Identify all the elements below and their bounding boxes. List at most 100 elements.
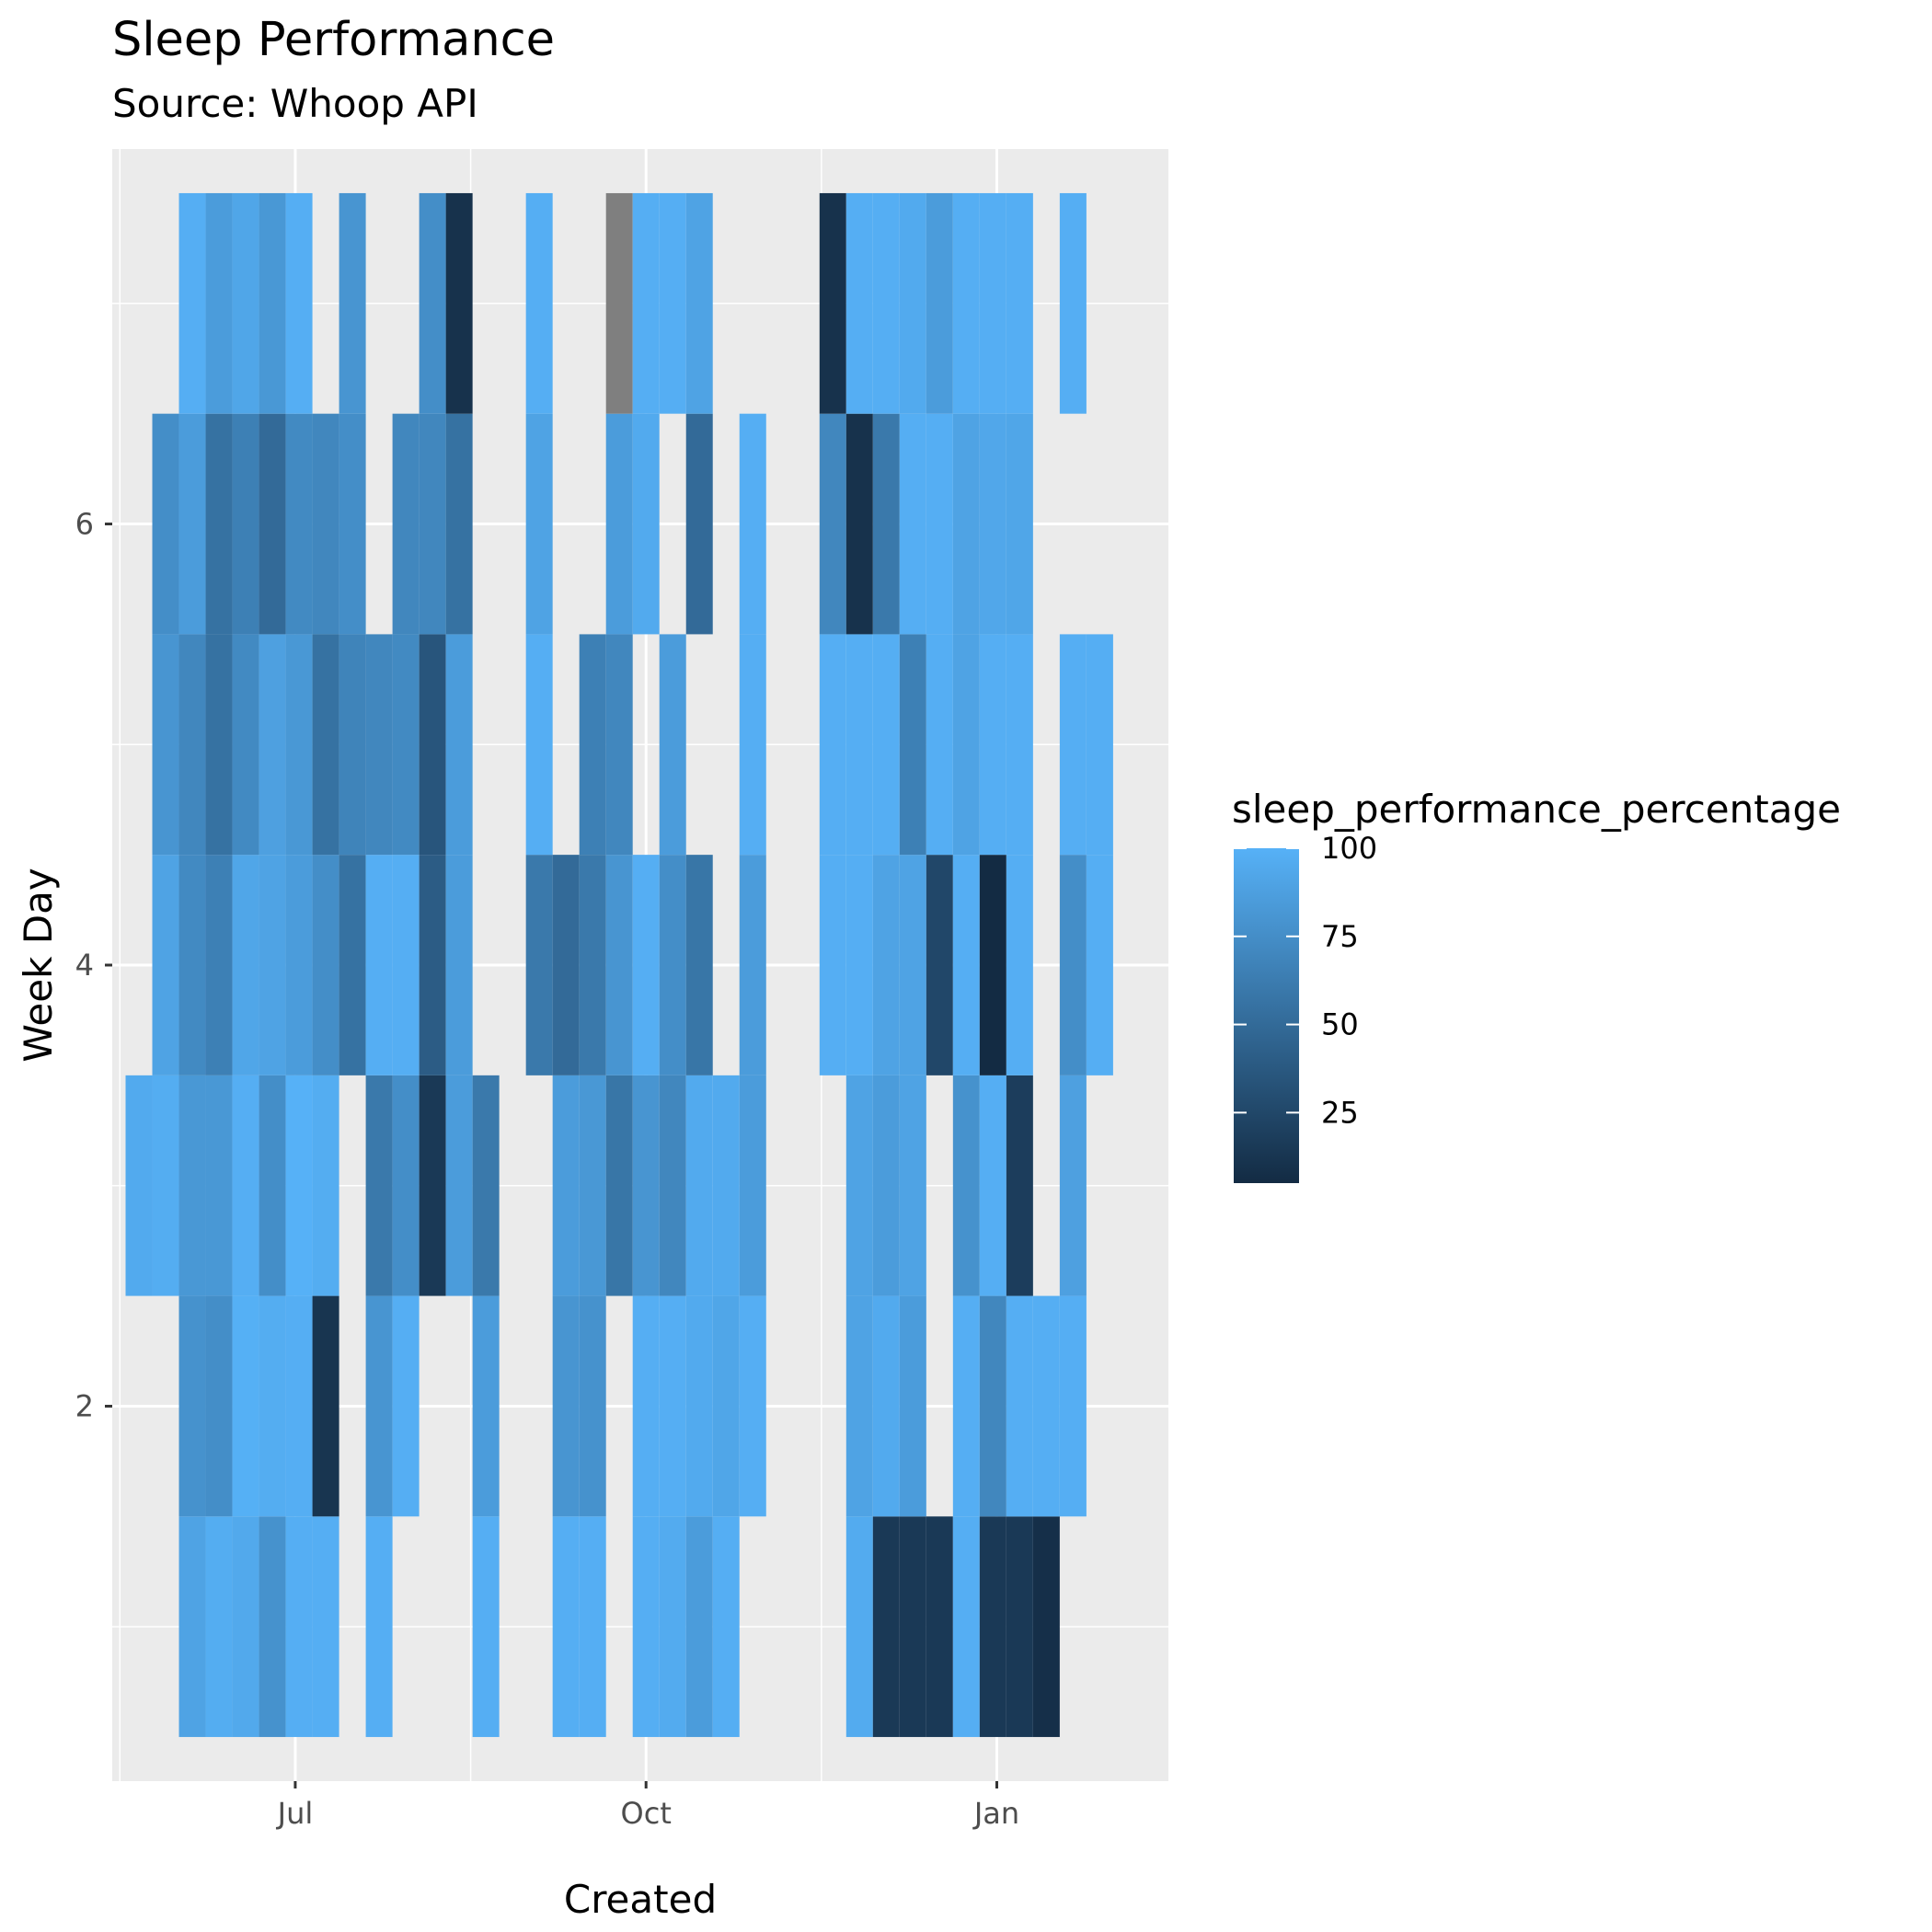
heatmap-tile [312, 855, 339, 1075]
heatmap-tile [979, 1516, 1006, 1738]
heatmap-tile [232, 855, 259, 1075]
heatmap-tile [659, 1295, 686, 1517]
heatmap-tile [445, 192, 473, 414]
heatmap-tile [632, 1516, 660, 1738]
heatmap-tile [712, 1295, 740, 1517]
heatmap-tile [259, 1075, 286, 1296]
legend-tick-label: 100 [1321, 831, 1377, 866]
heatmap-tile [232, 1295, 259, 1517]
heatmap-tile [979, 855, 1006, 1075]
y-tick-label: 4 [75, 948, 94, 983]
heatmap-tile [445, 634, 473, 856]
heatmap-tile [579, 1516, 606, 1738]
heatmap-tiles [125, 192, 1113, 1738]
heatmap-tile [445, 855, 473, 1075]
heatmap-tile [472, 1295, 500, 1517]
heatmap-tile [259, 192, 286, 414]
heatmap-tile [845, 1295, 873, 1517]
heatmap-tile [952, 1295, 980, 1517]
heatmap-tile [659, 1075, 686, 1296]
heatmap-tile [819, 855, 846, 1075]
heatmap-tile [926, 413, 953, 635]
heatmap-tile [178, 413, 206, 635]
heatmap-tile [365, 1075, 393, 1296]
heatmap-tile [872, 1295, 900, 1517]
heatmap-tile [1032, 1516, 1060, 1738]
heatmap-tile [205, 1295, 233, 1517]
heatmap-tile [1086, 634, 1113, 856]
heatmap-tile [205, 1075, 233, 1296]
heatmap-tile [632, 855, 660, 1075]
heatmap-tile [552, 1295, 580, 1517]
heatmap-tile [339, 192, 366, 414]
heatmap-tile [659, 1516, 686, 1738]
heatmap-tile [632, 413, 660, 635]
heatmap-tile [1032, 1295, 1060, 1517]
heatmap-tile [1059, 1075, 1087, 1296]
heatmap-tile [952, 1516, 980, 1738]
heatmap-tile [232, 1516, 259, 1738]
heatmap-tile [178, 1295, 206, 1517]
heatmap-tile [579, 855, 606, 1075]
heatmap-tile [739, 413, 766, 635]
heatmap-tile [1006, 1075, 1033, 1296]
x-tick-label: Oct [621, 1796, 672, 1831]
legend-tick-label: 50 [1321, 1007, 1359, 1042]
heatmap-tile [605, 413, 633, 635]
heatmap-tile [365, 1516, 393, 1738]
heatmap-tile [579, 1295, 606, 1517]
legend-ticks: 25 50 75 100 [1234, 831, 1377, 1130]
heatmap-tile [472, 1516, 500, 1738]
heatmap-tile [659, 192, 686, 414]
heatmap-tile [685, 413, 713, 635]
heatmap-tile [819, 192, 846, 414]
heatmap-tile [178, 634, 206, 856]
heatmap-tile [899, 1075, 926, 1296]
heatmap-tile [419, 634, 446, 856]
heatmap-tile [285, 1075, 313, 1296]
heatmap-tile [685, 1516, 713, 1738]
heatmap-tile [739, 1075, 766, 1296]
heatmap-tile [232, 634, 259, 856]
heatmap-tile [685, 192, 713, 414]
x-axis-title: Created [564, 1877, 717, 1922]
heatmap-tile [926, 192, 953, 414]
heatmap-tile [872, 413, 900, 635]
heatmap-tile [845, 413, 873, 635]
heatmap-tile [205, 192, 233, 414]
heatmap-tile [419, 1075, 446, 1296]
heatmap-tile [872, 855, 900, 1075]
heatmap-tile [1006, 634, 1033, 856]
heatmap-tile [899, 1295, 926, 1517]
heatmap-tile [579, 1075, 606, 1296]
heatmap-tile [739, 634, 766, 856]
legend-title: sleep_performance_percentage [1232, 787, 1841, 832]
heatmap-tile [178, 855, 206, 1075]
heatmap-tile [952, 192, 980, 414]
heatmap-tile [926, 634, 953, 856]
chart-subtitle: Source: Whoop API [112, 81, 478, 126]
heatmap-tile [365, 634, 393, 856]
heatmap-tile [899, 413, 926, 635]
heatmap-tile [392, 413, 420, 635]
heatmap-tile [392, 855, 420, 1075]
heatmap-tile [685, 855, 713, 1075]
heatmap-tile [632, 1295, 660, 1517]
heatmap-tile [899, 855, 926, 1075]
heatmap-tile [552, 1516, 580, 1738]
heatmap-tile [659, 634, 686, 856]
heatmap-tile [819, 413, 846, 635]
heatmap-tile [872, 1516, 900, 1738]
heatmap-tile [392, 1295, 420, 1517]
legend-tick-label: 25 [1321, 1095, 1359, 1130]
heatmap-tile [552, 1075, 580, 1296]
heatmap-tile [259, 855, 286, 1075]
heatmap-tile [579, 634, 606, 856]
heatmap-tile [445, 413, 473, 635]
heatmap-tile [152, 1075, 179, 1296]
heatmap-tile [979, 1075, 1006, 1296]
axes: Jul Oct Jan 2 4 6 [75, 507, 1020, 1831]
x-tick-label: Jul [276, 1796, 314, 1831]
heatmap-tile [419, 855, 446, 1075]
heatmap-tile [845, 1516, 873, 1738]
